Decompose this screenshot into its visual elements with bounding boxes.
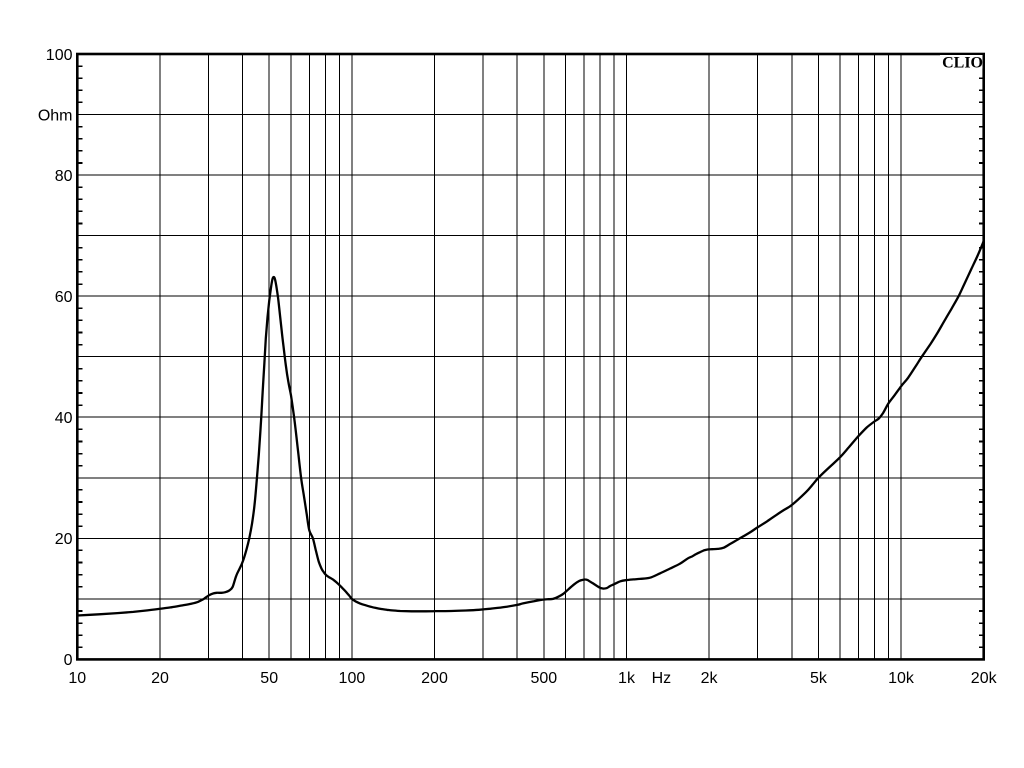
svg-text:Hz: Hz: [652, 670, 672, 687]
svg-text:Ohm: Ohm: [38, 107, 73, 124]
svg-text:50: 50: [260, 670, 278, 687]
svg-text:10k: 10k: [888, 670, 915, 687]
svg-text:40: 40: [55, 410, 73, 427]
svg-text:20k: 20k: [971, 670, 998, 687]
svg-text:80: 80: [55, 168, 73, 185]
svg-text:0: 0: [64, 652, 73, 669]
svg-text:500: 500: [530, 670, 557, 687]
svg-text:200: 200: [421, 670, 448, 687]
svg-text:20: 20: [151, 670, 169, 687]
svg-text:1k: 1k: [618, 670, 636, 687]
svg-text:60: 60: [55, 289, 73, 306]
svg-text:5k: 5k: [810, 670, 828, 687]
svg-text:20: 20: [55, 531, 73, 548]
svg-text:CLIO: CLIO: [942, 54, 983, 71]
svg-text:10: 10: [68, 670, 86, 687]
svg-text:2k: 2k: [701, 670, 719, 687]
svg-text:100: 100: [339, 670, 366, 687]
svg-text:100: 100: [46, 47, 73, 64]
